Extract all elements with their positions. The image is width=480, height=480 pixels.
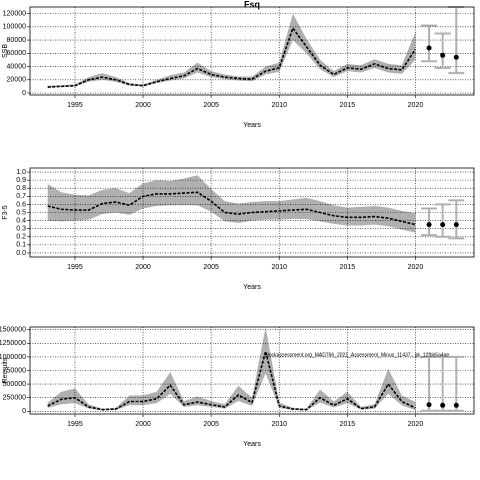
y-axis-label: F3-5 <box>2 205 9 220</box>
forecast-point <box>440 52 446 58</box>
x-axis-label: Years <box>243 122 261 129</box>
x-axis-label: Years <box>243 284 261 291</box>
y-tick-label: 0.0 <box>16 250 26 257</box>
estimate-line <box>47 26 417 88</box>
y-tick-label: 0 <box>22 90 26 97</box>
x-tick-label: 2020 <box>408 264 424 271</box>
confidence-band <box>47 175 416 233</box>
y-tick-label: 40000 <box>7 63 27 70</box>
x-tick-label: 2020 <box>408 421 424 428</box>
forecast-point <box>440 222 446 228</box>
plot-frame <box>29 167 475 258</box>
chart-title: Fsq <box>244 0 260 9</box>
x-tick-label: 2015 <box>340 264 356 271</box>
x-tick-label: 2000 <box>135 421 151 428</box>
plot-frame <box>29 6 475 96</box>
y-tick-label: 750000 <box>3 367 26 374</box>
y-axis-label: SSB <box>2 44 9 58</box>
confidence-band <box>47 327 416 411</box>
forecast-point <box>453 402 459 408</box>
x-tick-label: 1995 <box>67 102 83 109</box>
x-tick-label: 2015 <box>340 421 356 428</box>
x-tick-label: 2010 <box>271 264 287 271</box>
y-tick-label: 80000 <box>7 37 27 44</box>
forecast-point <box>426 222 432 228</box>
y-tick-label: 0.5 <box>16 209 26 216</box>
forecast-point <box>453 54 459 60</box>
y-tick-label: 0.2 <box>16 234 26 241</box>
y-tick-label: 20000 <box>7 77 27 84</box>
forecast-point <box>426 402 432 408</box>
forecast-point <box>453 222 459 228</box>
x-tick-label: 1995 <box>67 264 83 271</box>
y-tick-label: 0.7 <box>16 193 26 200</box>
y-tick-label: 1500000 <box>0 327 26 334</box>
y-tick-label: 0.8 <box>16 185 26 192</box>
y-tick-label: 100000 <box>3 24 26 31</box>
y-axis-label: Recruits <box>2 357 9 383</box>
y-tick-label: 0.4 <box>16 217 26 224</box>
forecast-point <box>426 45 432 51</box>
estimate-line <box>47 191 416 226</box>
plot-frame <box>29 326 475 415</box>
x-tick-label: 2005 <box>203 102 219 109</box>
y-tick-label: 0.3 <box>16 226 26 233</box>
y-tick-label: 0 <box>22 408 26 415</box>
x-tick-label: 2005 <box>203 421 219 428</box>
y-tick-label: 60000 <box>7 50 27 57</box>
y-tick-label: 250000 <box>3 395 26 402</box>
x-tick-label: 2000 <box>135 102 151 109</box>
y-tick-label: 120000 <box>3 10 26 17</box>
confidence-band <box>47 13 416 88</box>
y-tick-label: 1000000 <box>0 354 26 361</box>
y-tick-label: 1250000 <box>0 340 26 347</box>
annotation: stockassessment.org_MAD766_2021_Assessme… <box>265 352 449 358</box>
x-tick-label: 2000 <box>135 264 151 271</box>
x-tick-label: 2005 <box>203 264 219 271</box>
y-tick-label: 1.0 <box>16 169 26 176</box>
x-tick-label: 2010 <box>271 102 287 109</box>
x-tick-label: 2020 <box>408 102 424 109</box>
x-tick-label: 2010 <box>271 421 287 428</box>
x-axis-label: Years <box>243 441 261 448</box>
forecast-point <box>440 402 446 408</box>
x-tick-label: 1995 <box>67 421 83 428</box>
y-tick-label: 500000 <box>3 381 26 388</box>
y-tick-label: 0.6 <box>16 201 26 208</box>
x-tick-label: 2015 <box>340 102 356 109</box>
y-tick-label: 0.1 <box>16 242 26 249</box>
y-tick-label: 0.9 <box>16 177 26 184</box>
estimate-line <box>47 348 416 411</box>
